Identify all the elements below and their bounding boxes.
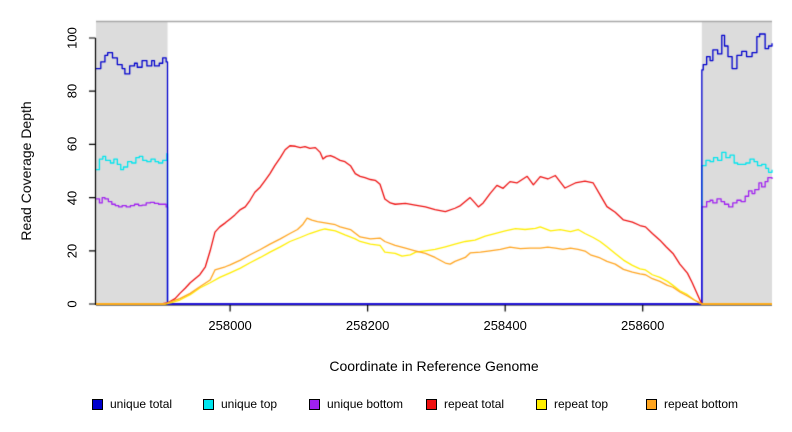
legend-swatch-icon [646, 399, 657, 410]
legend-swatch-icon [92, 399, 103, 410]
legend-item-unique-top: unique top [203, 397, 277, 412]
y-tick-label: 60 [64, 137, 80, 152]
x-axis-title: Coordinate in Reference Genome [329, 358, 539, 374]
legend-swatch-icon [203, 399, 214, 410]
legend-label: repeat total [444, 397, 505, 411]
y-axis-title: Read Coverage Depth [18, 101, 34, 241]
legend-label: unique total [110, 397, 173, 411]
y-tick-label: 100 [64, 27, 80, 49]
legend-item-repeat-top: repeat top [536, 397, 608, 412]
y-tick-label: 40 [64, 190, 80, 205]
legend-label: repeat bottom [664, 397, 739, 411]
legend-swatch-icon [309, 399, 320, 410]
legend-item-unique-bottom: unique bottom [309, 397, 403, 412]
legend-label: unique bottom [327, 397, 404, 411]
legend-label: repeat top [554, 397, 609, 411]
legend-item-unique-total: unique total [92, 397, 172, 412]
legend-label: unique top [221, 397, 278, 411]
legend-swatch-icon [536, 399, 547, 410]
x-tick-label: 258000 [208, 318, 252, 333]
x-tick-label: 258200 [345, 318, 390, 333]
x-tick-label: 258400 [483, 318, 527, 333]
y-tick-label: 20 [64, 243, 80, 259]
legend-swatch-icon [426, 399, 437, 410]
y-tick-label: 0 [64, 300, 80, 308]
y-tick-label: 80 [64, 83, 80, 99]
legend-item-repeat-bottom: repeat bottom [646, 397, 738, 412]
legend-item-repeat-total: repeat total [426, 397, 504, 412]
x-tick-label: 258600 [621, 318, 665, 333]
